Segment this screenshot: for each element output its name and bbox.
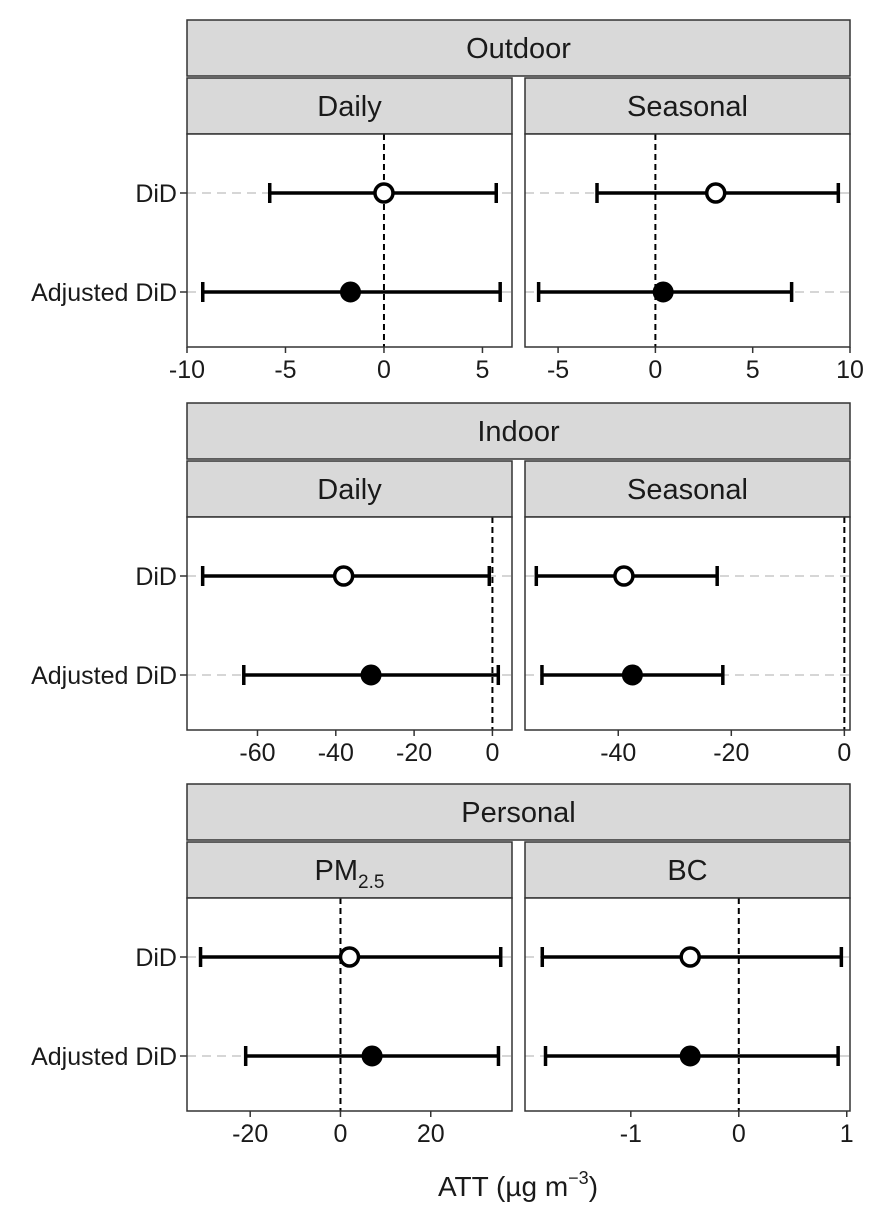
panel-strip — [186, 77, 513, 135]
x-tick-label: -20 — [713, 739, 749, 767]
panel-outdoor-seasonal: Seasonal -5 0 5 10 — [524, 77, 864, 384]
group-strip-label: Outdoor — [466, 33, 571, 65]
panel-strip — [524, 460, 851, 518]
category-label-did: DiD — [135, 944, 177, 972]
x-tick-label: -10 — [169, 356, 205, 384]
panel-background — [525, 898, 850, 1111]
panel-indoor-seasonal: Seasonal -40 -20 0 — [524, 460, 851, 767]
x-tick-label: -1 — [620, 1120, 642, 1148]
x-axis-title-main: ATT (µg m — [438, 1171, 568, 1202]
point-estimate-adjusted-did — [361, 1045, 383, 1067]
panel-indoor-daily: Daily -60 -40 -20 0 — [186, 460, 513, 767]
point-estimate-did — [613, 565, 635, 587]
panel-background — [187, 898, 512, 1111]
x-tick-label: 0 — [732, 1120, 746, 1148]
x-tick-label: 0 — [334, 1120, 348, 1148]
panel-background — [187, 517, 512, 730]
x-tick-label: 0 — [648, 356, 662, 384]
x-axis-title-suffix: ) — [589, 1171, 598, 1202]
group-strip — [186, 783, 851, 841]
point-estimate-adjusted-did — [652, 281, 674, 303]
panel-background — [525, 134, 850, 347]
panel-strip-label: Daily — [317, 91, 382, 123]
point-estimate-adjusted-did — [621, 664, 643, 686]
panel-background — [187, 134, 512, 347]
panel-strip — [186, 460, 513, 518]
point-estimate-did — [332, 565, 355, 587]
x-tick-label: -20 — [396, 739, 432, 767]
facet-group-personal: Personal DiD Adjusted DiD PM2.5 -20 0 20 BC -1 0 1 — [31, 783, 854, 1148]
point-estimate-did — [704, 182, 727, 204]
point-estimate-adjusted-did — [679, 1045, 701, 1067]
panel-strip-label: PM2.5 — [315, 855, 385, 893]
group-strip — [186, 402, 851, 460]
point-estimate-did — [373, 182, 395, 204]
panel-personal-bc: BC -1 0 1 — [524, 841, 854, 1148]
group-strip-label: Indoor — [477, 416, 560, 448]
category-label-adjusted-did: Adjusted DiD — [31, 662, 177, 690]
point-estimate-did — [679, 946, 701, 968]
category-label-adjusted-did: Adjusted DiD — [31, 279, 177, 307]
x-tick-label: 10 — [836, 356, 864, 384]
x-tick-label: -5 — [274, 356, 296, 384]
x-tick-label: 0 — [485, 739, 499, 767]
point-estimate-adjusted-did — [360, 664, 382, 686]
x-tick-label: -5 — [547, 356, 569, 384]
group-strip-label: Personal — [461, 797, 575, 829]
x-axis-title-superscript: −3 — [568, 1168, 589, 1188]
x-tick-label: -40 — [318, 739, 354, 767]
category-label-did: DiD — [135, 563, 177, 591]
x-axis-title: ATT (µg m−3) — [438, 1168, 598, 1202]
x-tick-label: 1 — [840, 1120, 854, 1148]
x-tick-label: 0 — [837, 739, 851, 767]
panel-border — [524, 897, 851, 1112]
x-tick-label: -60 — [239, 739, 275, 767]
x-tick-label: 20 — [417, 1120, 445, 1148]
panel-strip — [524, 77, 851, 135]
panel-border — [524, 133, 851, 348]
panel-outdoor-daily: Daily -10 -5 0 5 — [169, 77, 513, 384]
point-estimate-adjusted-did — [339, 281, 361, 303]
panel-personal-pm2-5: PM2.5 -20 0 20 — [186, 841, 513, 1148]
panel-strip-label: Seasonal — [627, 91, 748, 123]
x-tick-label: 5 — [476, 356, 490, 384]
panel-border — [186, 516, 513, 731]
panel-strip-label: Seasonal — [627, 474, 748, 506]
category-label-adjusted-did: Adjusted DiD — [31, 1043, 177, 1071]
category-label-did: DiD — [135, 180, 177, 208]
x-tick-label: 5 — [746, 356, 760, 384]
group-strip — [186, 19, 851, 77]
panel-border — [186, 133, 513, 348]
panel-background — [525, 517, 850, 730]
panel-strip — [186, 841, 513, 899]
panel-strip-label: Daily — [317, 474, 382, 506]
panel-border — [186, 897, 513, 1112]
panel-strip-label: BC — [667, 855, 707, 887]
x-tick-label: 0 — [377, 356, 391, 384]
x-tick-label: -40 — [600, 739, 636, 767]
x-tick-label: -20 — [232, 1120, 268, 1148]
panel-border — [524, 516, 851, 731]
point-estimate-did — [338, 946, 361, 968]
panel-strip — [524, 841, 851, 899]
